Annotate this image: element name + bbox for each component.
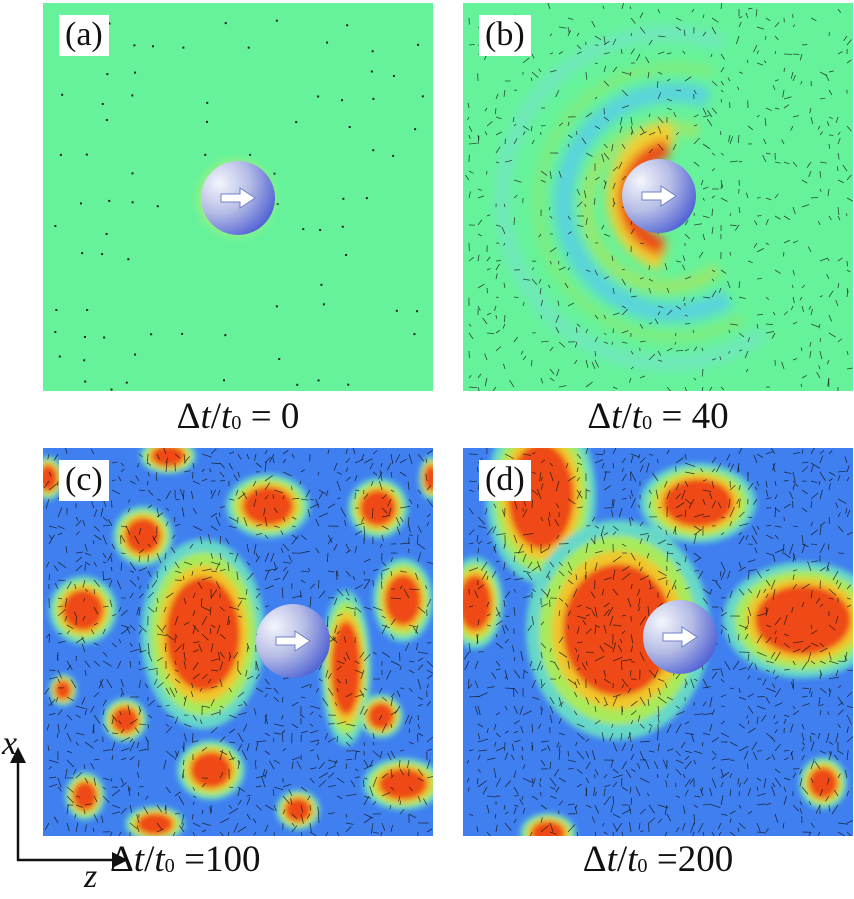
panel-c-particle xyxy=(256,604,330,678)
panel-a-label: (a) xyxy=(59,15,109,56)
panel-a-particle xyxy=(201,161,275,235)
panel-a: (a) xyxy=(43,3,433,391)
panel-b-rings xyxy=(494,25,768,372)
z-axis-arrowhead xyxy=(112,852,128,868)
panel-c-label: (c) xyxy=(59,460,109,501)
axis-indicator xyxy=(10,747,128,868)
panel-d-label: (d) xyxy=(479,460,531,501)
panel-b-field xyxy=(463,3,853,391)
caption-d: Δt/t0 =200 xyxy=(582,839,734,880)
caption-a: Δt/t0 = 0 xyxy=(176,396,300,437)
x-axis-label: x xyxy=(2,725,18,762)
panel-b-vector-field xyxy=(465,3,853,391)
panel-a-field xyxy=(43,3,433,391)
panel-c-domains xyxy=(43,448,433,836)
panel-d: (d) xyxy=(463,448,853,836)
panel-b: (b) xyxy=(463,3,853,391)
x-axis-arrowhead xyxy=(10,747,26,763)
caption-c: Δt/t0 =100 xyxy=(110,839,261,880)
panel-b-label: (b) xyxy=(479,15,531,56)
z-axis-label: z xyxy=(84,858,98,895)
panel-a-vector-field xyxy=(54,17,424,391)
panel-d-vector-field xyxy=(464,448,853,836)
panel-c: (c) xyxy=(43,448,433,836)
panel-c-field xyxy=(43,448,433,836)
panel-b-particle xyxy=(622,159,696,233)
caption-b: Δt/t0 = 40 xyxy=(587,396,729,437)
panel-d-field xyxy=(463,448,853,836)
panel-d-particle xyxy=(643,600,717,674)
